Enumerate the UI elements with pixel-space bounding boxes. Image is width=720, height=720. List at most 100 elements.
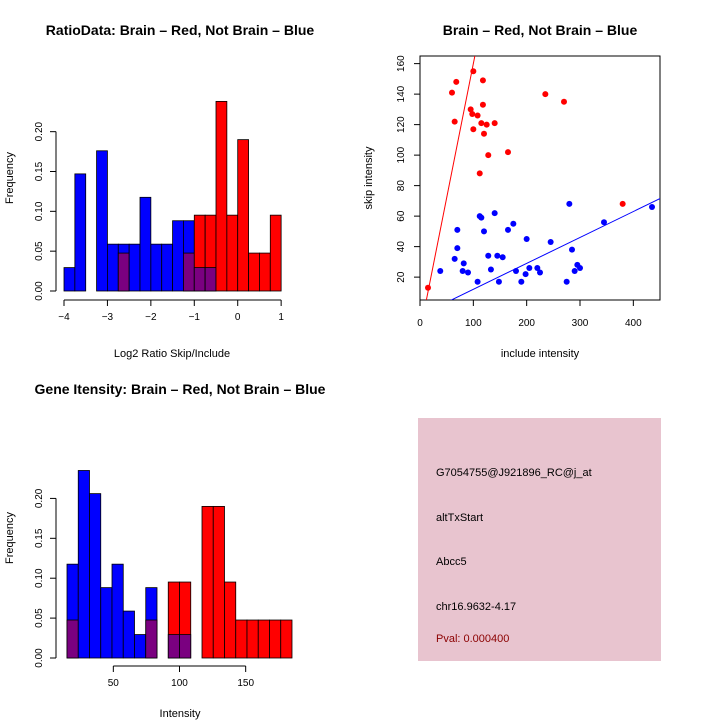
scatter-point-brain <box>505 149 511 156</box>
x-tick-label: 400 <box>625 318 642 329</box>
scatter-point-brain <box>451 118 458 125</box>
gene-name: Abcc5 <box>436 556 467 568</box>
scatter-point-brain <box>479 77 486 84</box>
scatter-point-not-brain <box>478 214 485 221</box>
histogram-bar-blue <box>122 610 135 659</box>
scatter-point-brain <box>470 126 477 133</box>
x-tick-label: 100 <box>171 678 188 689</box>
y-tick-label: 120 <box>396 116 407 133</box>
info-box-background <box>418 418 661 661</box>
x-tick-label: −4 <box>58 312 70 323</box>
scatter-point-not-brain <box>481 228 487 235</box>
scatter-point-not-brain <box>563 278 570 285</box>
genomic-location: chr16.9632-4.17 <box>436 601 516 613</box>
histogram-bar-blue <box>107 243 119 292</box>
histogram-bar-red <box>248 252 260 292</box>
intensity-histogram-panel: Gene Itensity: Brain – Red, Not Brain – … <box>4 381 326 720</box>
y-tick-label: 0.20 <box>34 488 45 508</box>
scatter-point-not-brain <box>566 200 573 207</box>
scatter-point-not-brain <box>437 268 444 275</box>
p-value: Pval: 0.000400 <box>436 633 509 645</box>
scatter-point-not-brain <box>487 266 494 273</box>
histogram-bar-red <box>224 581 237 659</box>
scatter-point-not-brain <box>547 239 554 246</box>
histogram-bar-red <box>246 619 259 659</box>
scatter-fit-lines <box>425 56 660 300</box>
histogram-bar-blue <box>193 267 206 292</box>
scatter-point-brain <box>469 110 476 117</box>
scatter-point-brain <box>425 284 431 291</box>
ratio-histogram-bars <box>63 100 282 292</box>
histogram-bar-red <box>66 619 79 659</box>
ratio-histogram-panel: RatioData: Brain – Red, Not Brain – Blue… <box>4 22 314 360</box>
x-tick-label: −1 <box>189 312 201 323</box>
scatter-title: Brain – Red, Not Brain – Blue <box>443 22 638 38</box>
y-tick-label: 0.15 <box>34 161 45 181</box>
scatter-point-not-brain <box>523 236 530 242</box>
y-tick-label: 0.20 <box>34 121 45 141</box>
intensity-histogram-y-axis: 0.00 0.05 0.10 0.15 0.20 <box>34 488 57 668</box>
x-tick-label: 200 <box>518 318 535 329</box>
x-tick-label: 0 <box>417 318 423 329</box>
info-box: G7054755@J921896_RC@j_at altTxStart Abcc… <box>418 418 661 661</box>
scatter-xlabel: include intensity <box>501 348 580 360</box>
histogram-bar-red <box>259 252 271 292</box>
scatter-point-not-brain <box>526 264 533 271</box>
scatter-y-axis: 20 40 60 80 100 120 140 160 <box>396 55 420 283</box>
histogram-bar-red <box>280 619 293 659</box>
scatter-point-brain <box>476 170 483 177</box>
scatter-point-brain <box>467 106 474 113</box>
scatter-point-not-brain <box>518 278 525 285</box>
intensity-scatter-panel: Brain – Red, Not Brain – Blue 0 100 200 300… <box>363 22 661 360</box>
scatter-point-not-brain <box>494 252 501 259</box>
scatter-plot-box <box>419 55 661 301</box>
y-tick-label: 60 <box>396 210 407 222</box>
histogram-bar-blue <box>74 173 87 292</box>
scatter-point-not-brain <box>601 219 607 226</box>
y-tick-label: 0.00 <box>34 648 45 668</box>
histogram-bar-blue <box>89 493 102 659</box>
scatter-point-not-brain <box>649 203 655 210</box>
histogram-bar-red <box>212 505 225 659</box>
scatter-point-not-brain <box>577 264 583 271</box>
y-tick-label: 0.05 <box>34 241 45 261</box>
scatter-x-axis: 0 100 200 300 400 <box>417 300 642 329</box>
ratio-histogram-x-axis: −4 −3 −2 −1 0 1 <box>58 299 284 323</box>
histogram-bar-red <box>237 139 249 292</box>
x-tick-label: 300 <box>572 318 589 329</box>
histogram-bar-red <box>117 252 130 292</box>
y-tick-label: 160 <box>396 55 407 72</box>
scatter-point-brain <box>479 101 486 108</box>
y-tick-label: 0.10 <box>34 201 45 221</box>
ratio-histogram-ylabel: Frequency <box>4 152 16 204</box>
scatter-point-brain <box>453 78 460 85</box>
y-tick-label: 80 <box>396 180 407 192</box>
histogram-bar-red <box>269 214 282 292</box>
x-tick-label: 1 <box>278 312 284 323</box>
scatter-point-not-brain <box>460 260 467 267</box>
scatter-points <box>425 68 655 291</box>
scatter-point-not-brain <box>513 268 519 275</box>
histogram-bar-blue <box>172 220 184 292</box>
scatter-point-not-brain <box>495 278 502 285</box>
histogram-bar-blue <box>167 634 180 659</box>
x-tick-label: 50 <box>108 678 120 689</box>
scatter-point-not-brain <box>474 278 481 285</box>
y-tick-label: 0.15 <box>34 528 45 548</box>
scatter-point-not-brain <box>522 271 529 278</box>
y-tick-label: 40 <box>396 241 407 253</box>
y-tick-label: 140 <box>396 85 407 102</box>
scatter-point-brain <box>478 120 485 127</box>
scatter-point-not-brain <box>454 226 461 233</box>
x-tick-label: 100 <box>465 318 482 329</box>
x-tick-label: 150 <box>237 678 254 689</box>
intensity-histogram-xlabel: Intensity <box>160 708 201 720</box>
probe-id: G7054755@J921896_RC@j_at <box>436 467 592 479</box>
ratio-histogram-title: RatioData: Brain – Red, Not Brain – Blue <box>46 22 315 38</box>
histogram-bar-blue <box>179 634 192 659</box>
histogram-bar-blue <box>150 243 163 292</box>
scatter-point-not-brain <box>454 245 461 252</box>
histogram-bar-blue <box>63 267 76 292</box>
x-tick-label: −2 <box>145 312 157 323</box>
scatter-point-not-brain <box>571 268 578 275</box>
